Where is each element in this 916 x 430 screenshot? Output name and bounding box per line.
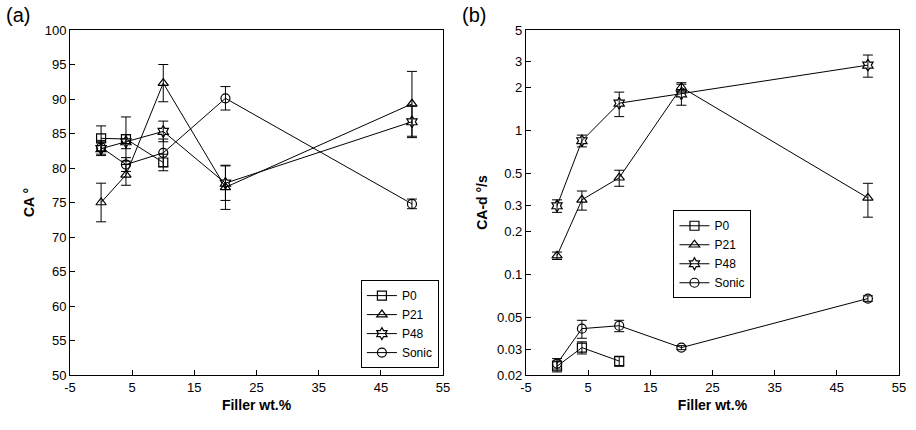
svg-text:0.02: 0.02	[497, 368, 522, 383]
svg-text:CA °: CA °	[21, 188, 37, 217]
svg-text:70: 70	[52, 230, 66, 245]
svg-text:5: 5	[585, 380, 592, 395]
svg-text:0.05: 0.05	[497, 310, 522, 325]
svg-text:15: 15	[187, 380, 201, 395]
svg-text:P48: P48	[714, 257, 736, 271]
svg-text:P0: P0	[402, 289, 417, 303]
svg-text:P21: P21	[714, 238, 736, 252]
svg-text:0.2: 0.2	[504, 224, 522, 239]
svg-text:5: 5	[129, 380, 136, 395]
svg-text:1: 1	[515, 123, 522, 138]
svg-text:55: 55	[892, 380, 906, 395]
svg-text:-5: -5	[64, 380, 76, 395]
svg-text:(b): (b)	[462, 4, 486, 26]
svg-text:65: 65	[52, 264, 66, 279]
svg-text:P21: P21	[402, 308, 424, 322]
svg-text:0.5: 0.5	[504, 166, 522, 181]
svg-text:45: 45	[374, 380, 388, 395]
svg-text:CA-d °/s: CA-d °/s	[474, 175, 490, 230]
svg-text:50: 50	[52, 368, 66, 383]
svg-text:35: 35	[311, 380, 325, 395]
svg-text:95: 95	[52, 57, 66, 72]
svg-text:0.3: 0.3	[504, 198, 522, 213]
svg-text:Filler wt.%: Filler wt.%	[222, 397, 292, 413]
svg-text:2: 2	[515, 80, 522, 95]
svg-text:P48: P48	[402, 327, 424, 341]
svg-text:Sonic: Sonic	[402, 346, 432, 360]
svg-text:45: 45	[830, 380, 844, 395]
svg-text:Filler wt.%: Filler wt.%	[678, 397, 748, 413]
svg-text:60: 60	[52, 299, 66, 314]
svg-text:-5: -5	[520, 380, 532, 395]
svg-text:25: 25	[249, 380, 263, 395]
svg-text:Sonic: Sonic	[714, 276, 744, 290]
svg-text:35: 35	[767, 380, 781, 395]
svg-text:P0: P0	[714, 219, 729, 233]
svg-text:55: 55	[52, 333, 66, 348]
svg-text:5: 5	[515, 23, 522, 38]
svg-text:90: 90	[52, 92, 66, 107]
svg-text:15: 15	[643, 380, 657, 395]
svg-text:100: 100	[45, 23, 67, 38]
svg-text:55: 55	[436, 380, 450, 395]
svg-text:80: 80	[52, 161, 66, 176]
svg-text:3: 3	[515, 54, 522, 69]
svg-text:85: 85	[52, 126, 66, 141]
svg-text:75: 75	[52, 195, 66, 210]
svg-text:0.03: 0.03	[497, 342, 522, 357]
svg-text:0.1: 0.1	[504, 267, 522, 282]
svg-text:(a): (a)	[6, 4, 30, 26]
svg-text:25: 25	[705, 380, 719, 395]
